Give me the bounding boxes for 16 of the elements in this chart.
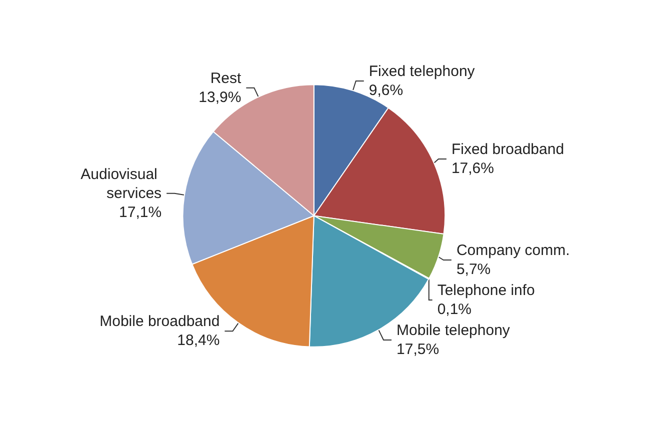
data-label: 17,5% [396, 341, 440, 358]
slice-label: Mobile telephony [396, 322, 510, 340]
slice-label: Rest [210, 70, 242, 87]
slice-label: Fixed broadband [451, 141, 564, 158]
data-label: 17,1% [119, 204, 162, 221]
slice-label: Fixed telephony [368, 62, 476, 80]
data-label: 18,4% [177, 332, 220, 350]
data-label: 9,6% [368, 82, 404, 99]
data-label: 5,7% [456, 261, 491, 278]
data-label: 17,6% [451, 160, 494, 178]
data-label: 13,9% [198, 88, 242, 106]
slice-label: Telephone info [437, 282, 535, 300]
slice-label: Audiovisual services [80, 166, 162, 202]
data-label: 0,1% [437, 301, 472, 318]
slice-label: Company comm. [456, 242, 570, 260]
slice-label: Mobile broadband [100, 313, 220, 330]
